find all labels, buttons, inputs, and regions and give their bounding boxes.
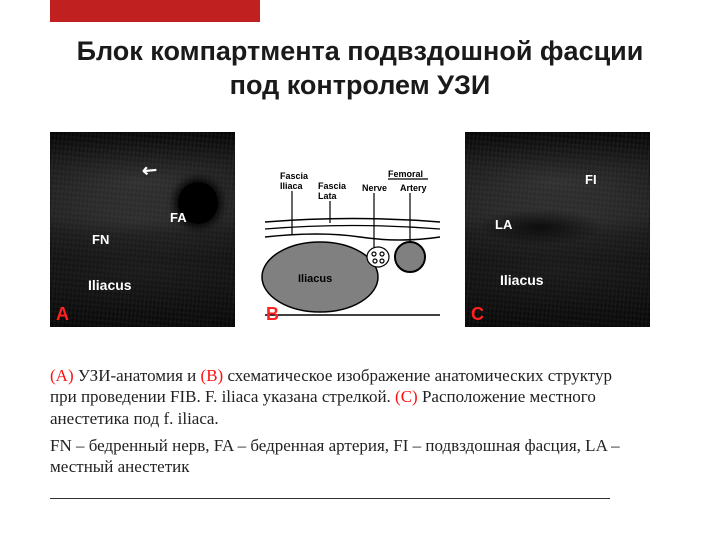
label-iliacus-a: Iliacus	[88, 277, 132, 293]
svg-text:Fascia: Fascia	[318, 181, 347, 191]
anatomy-diagram: Fascia Iliaca Fascia Lata Femoral Nerve …	[260, 167, 445, 322]
panel-b: Fascia Iliaca Fascia Lata Femoral Nerve …	[260, 132, 445, 327]
svg-text:Femoral: Femoral	[388, 169, 423, 179]
title-line-1: Блок компартмента подвздошной фасции	[77, 36, 644, 66]
svg-text:Iliacus: Iliacus	[298, 273, 332, 285]
panel-letter-a: A	[56, 304, 69, 325]
label-iliacus-c: Iliacus	[500, 272, 544, 288]
svg-text:Fascia: Fascia	[280, 171, 309, 181]
ref-a: (A)	[50, 366, 74, 385]
svg-text:Artery: Artery	[400, 183, 427, 193]
figure-caption: (A) УЗИ-анатомия и (B) схематическое изо…	[50, 365, 630, 477]
label-la: LA	[495, 217, 512, 232]
label-fi: FI	[585, 172, 597, 187]
svg-text:Nerve: Nerve	[362, 183, 387, 193]
ref-b: (B)	[201, 366, 224, 385]
caption-underline	[50, 498, 610, 499]
panel-letter-b: B	[266, 304, 279, 325]
svg-text:Iliaca: Iliaca	[280, 181, 304, 191]
label-fa: FA	[170, 210, 187, 225]
figure-panels: ↙ FN FA Iliacus A Fascia Iliaca Fascia L…	[50, 132, 670, 337]
ultrasound-image-c: FI LA Iliacus	[465, 132, 650, 327]
panel-c: FI LA Iliacus C	[465, 132, 650, 327]
title-line-2: под контролем УЗИ	[230, 70, 491, 100]
label-fn: FN	[92, 232, 109, 247]
caption-paragraph-1: (A) УЗИ-анатомия и (B) схематическое изо…	[50, 365, 630, 429]
panel-letter-c: C	[471, 304, 484, 325]
caption-paragraph-2: FN – бедренный нерв, FA – бедренная арте…	[50, 435, 630, 478]
panel-a: ↙ FN FA Iliacus A	[50, 132, 235, 327]
ref-c: (C)	[395, 387, 418, 406]
accent-bar	[50, 0, 260, 22]
ultrasound-image-a: ↙ FN FA Iliacus	[50, 132, 235, 327]
slide-title: Блок компартмента подвздошной фасции под…	[0, 35, 720, 103]
svg-text:Lata: Lata	[318, 191, 338, 201]
